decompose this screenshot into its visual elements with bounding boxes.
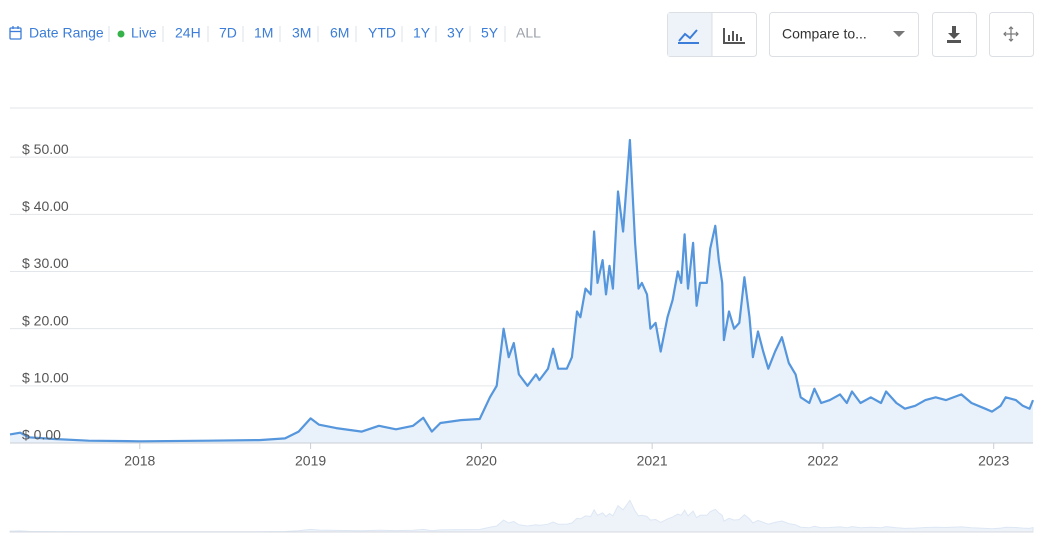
y-tick-label: $ 30.00: [22, 255, 69, 271]
x-tick-label: 2018: [124, 453, 155, 469]
price-line: [9, 138, 1035, 443]
y-tick-label: $ 0.00: [22, 427, 61, 443]
line-icon: [678, 29, 698, 42]
x-tick-label: 2022: [807, 453, 838, 469]
range-button[interactable]: 7D: [219, 25, 237, 41]
calendar-icon[interactable]: [9, 26, 22, 40]
x-tick-label: 2020: [466, 453, 497, 469]
range-button[interactable]: 6M: [330, 25, 349, 41]
compare-label: Compare to...: [782, 26, 867, 42]
line-chart-button[interactable]: [668, 13, 712, 56]
range-button[interactable]: 24H: [175, 25, 201, 41]
live[interactable]: Live: [131, 25, 157, 41]
compare-dropdown[interactable]: [769, 12, 919, 57]
range-button[interactable]: 3M: [292, 25, 311, 41]
range-button[interactable]: 1Y: [413, 25, 431, 41]
live-dot: [117, 30, 125, 38]
navigator-area: [9, 499, 1034, 533]
range-button[interactable]: ALL: [516, 25, 541, 41]
y-tick-label: $ 20.00: [22, 312, 69, 328]
x-tick-label: 2019: [295, 453, 326, 469]
range-button[interactable]: 5Y: [481, 25, 499, 41]
area: [10, 140, 1033, 443]
dropdown-arrow: [893, 31, 905, 37]
x-tick-label: 2023: [978, 453, 1009, 469]
download-icon: [947, 26, 961, 43]
x-tick-label: 2021: [637, 453, 668, 469]
move-icon: [1003, 26, 1019, 42]
y-tick-label: $ 40.00: [22, 198, 69, 214]
y-tick-label: $ 50.00: [22, 141, 69, 157]
range-button[interactable]: 3Y: [447, 25, 465, 41]
date-range[interactable]: Date Range: [29, 25, 104, 41]
y-tick-label: $ 10.00: [22, 370, 69, 386]
range-button[interactable]: 1M: [254, 25, 273, 41]
bar-chart-button[interactable]: [723, 28, 745, 44]
range-button[interactable]: YTD: [368, 25, 396, 41]
